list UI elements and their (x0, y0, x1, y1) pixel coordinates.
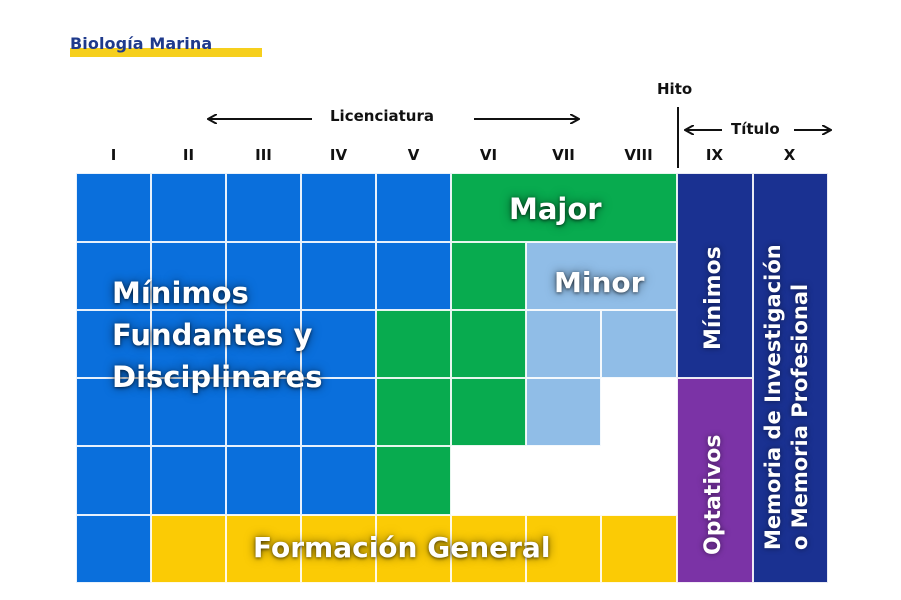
grid-cell (601, 378, 677, 446)
grid-cell (151, 378, 226, 446)
titulo-label: Título (731, 120, 780, 138)
grid-cell (226, 242, 301, 310)
minor-top-cell (526, 242, 677, 310)
grid-cell (601, 515, 677, 583)
minimos-block (677, 173, 753, 378)
minimos-fundantes-label: Mínimos Fundantes y Disciplinares (112, 272, 323, 398)
grid-cell (526, 378, 601, 446)
minimos-fundantes-line1: Mínimos (112, 276, 249, 310)
memoria-block (753, 173, 828, 583)
semester-header: III (255, 146, 272, 164)
grid-cell (301, 378, 376, 446)
grid-cell (526, 515, 601, 583)
major-top-cell (451, 173, 677, 242)
grid-cell (151, 242, 226, 310)
semester-header: IV (329, 146, 348, 164)
semester-header: VIII (624, 146, 653, 164)
grid-cell (526, 310, 601, 378)
grid-cell (376, 446, 451, 515)
semester-header: VI (479, 146, 498, 164)
grid-cell (226, 310, 301, 378)
grid-cell (376, 242, 451, 310)
grid-cell (301, 310, 376, 378)
grid-cell (76, 310, 151, 378)
grid-cell (151, 515, 226, 583)
curriculum-grid (76, 173, 828, 583)
grid-cell (376, 378, 451, 446)
title-block: Biología Marina (70, 34, 262, 57)
optativos-block (677, 378, 753, 583)
grid-cell (376, 173, 451, 242)
grid-cell (76, 515, 151, 583)
major-label: Major (509, 192, 602, 226)
semester-header: X (783, 146, 796, 164)
semester-header: II (182, 146, 195, 164)
page-title: Biología Marina (70, 34, 213, 53)
licenciatura-label: Licenciatura (330, 107, 434, 125)
minimos-fundantes-line2: Fundantes y (112, 318, 313, 352)
grid-cell (76, 378, 151, 446)
hito-label: Hito (657, 80, 693, 98)
minor-label: Minor (554, 266, 645, 299)
grid-cell (226, 446, 301, 515)
grid-cell (451, 310, 526, 378)
grid-cell (376, 515, 451, 583)
grid-cell (76, 446, 151, 515)
grid-cell (451, 378, 526, 446)
grid-cell (226, 173, 301, 242)
minimos-label: Mínimos (701, 246, 726, 350)
grid-cell (451, 515, 526, 583)
grid-cell (301, 173, 376, 242)
grid-cell (76, 173, 151, 242)
grid-cell (301, 242, 376, 310)
grid-cell (376, 310, 451, 378)
grid-cell (151, 173, 226, 242)
semester-header: I (110, 146, 117, 164)
title-highlight (70, 48, 262, 57)
semester-header: IX (705, 146, 724, 164)
formacion-general-label: Formación General (253, 531, 551, 564)
memoria-line1: Memoria de Investigación (761, 244, 785, 550)
empty-cell (451, 446, 677, 515)
optativos-label: Optativos (701, 434, 726, 555)
grid-cell (151, 310, 226, 378)
memoria-label: Memoria de Investigación o Memoria Profe… (760, 244, 814, 550)
grid-cell (226, 378, 301, 446)
grid-cell (301, 446, 376, 515)
grid-cell (151, 446, 226, 515)
minimos-fundantes-line3: Disciplinares (112, 360, 323, 394)
semester-header: V (407, 146, 420, 164)
grid-cell (76, 242, 151, 310)
memoria-line2: o Memoria Profesional (788, 283, 812, 550)
semester-header: VII (552, 146, 575, 164)
grid-cell (601, 310, 677, 378)
grid-cell (226, 515, 301, 583)
grid-cell (451, 242, 526, 310)
grid-cell (301, 515, 376, 583)
